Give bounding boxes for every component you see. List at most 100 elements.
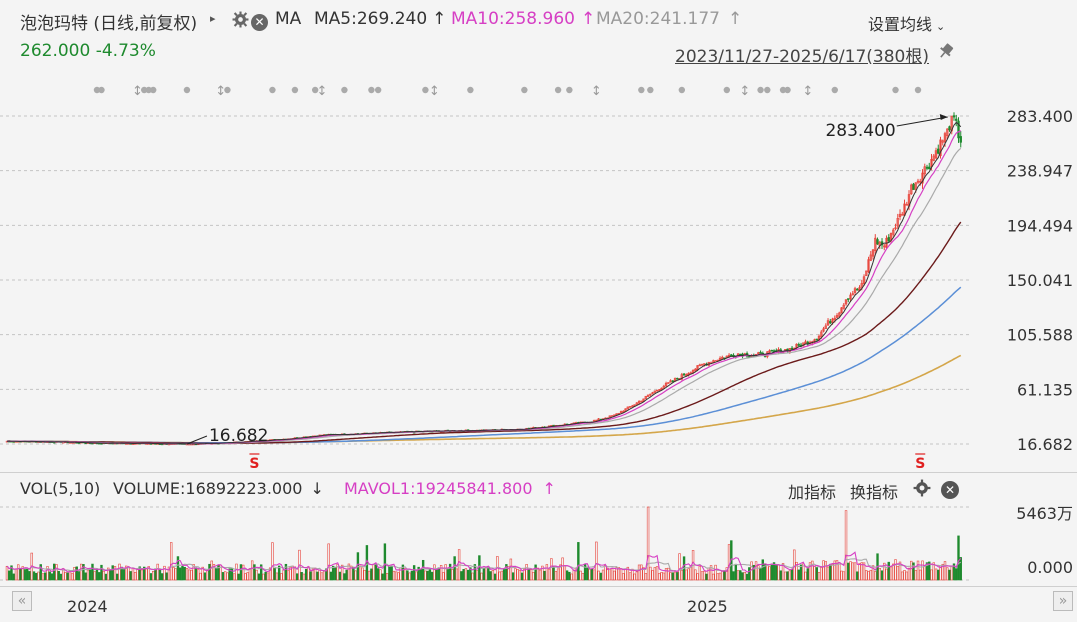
candle-body bbox=[925, 166, 929, 169]
event-dot-marker bbox=[764, 86, 771, 94]
ma-settings-button[interactable]: 设置均线 ⌄ bbox=[868, 15, 946, 34]
candle-body bbox=[948, 126, 951, 131]
volume-bar bbox=[71, 573, 74, 581]
volume-bar bbox=[183, 566, 186, 581]
volume-bar bbox=[188, 569, 191, 581]
volume-bar bbox=[550, 558, 553, 581]
volume-bar bbox=[379, 569, 382, 581]
double-chevron-right-icon[interactable]: » bbox=[1053, 591, 1073, 611]
volume-bar bbox=[671, 572, 675, 581]
close-icon[interactable]: ✕ bbox=[251, 11, 268, 31]
volume-bar bbox=[48, 571, 51, 581]
volume-bar bbox=[883, 562, 886, 581]
volume-bar bbox=[815, 567, 818, 581]
candle-body bbox=[631, 405, 634, 408]
volume-bar bbox=[367, 570, 371, 581]
volume-bar bbox=[435, 569, 438, 581]
volume-bar bbox=[327, 543, 330, 581]
candle-body bbox=[653, 390, 657, 393]
volume-bar bbox=[408, 572, 411, 581]
gear-icon[interactable] bbox=[913, 479, 931, 501]
event-dot-marker bbox=[554, 86, 562, 94]
candle-body bbox=[876, 239, 879, 245]
candle-body bbox=[912, 183, 915, 190]
candle-body bbox=[892, 229, 895, 235]
volume-bar bbox=[860, 562, 863, 581]
up-arrow-icon: ↑ bbox=[432, 9, 447, 29]
caret-right-icon[interactable]: ▸ bbox=[210, 12, 216, 25]
volume-bar bbox=[624, 568, 627, 581]
volume-bar bbox=[82, 564, 85, 581]
volume-bar bbox=[201, 566, 204, 581]
volume-bar bbox=[226, 572, 229, 581]
close-icon[interactable]: ✕ bbox=[941, 479, 959, 499]
volume-bar bbox=[797, 569, 800, 581]
volume-bar bbox=[957, 535, 960, 581]
volume-bar bbox=[838, 562, 841, 581]
event-arrow-marker: ↕ bbox=[215, 84, 226, 99]
volume-bar bbox=[334, 567, 337, 581]
volume-bar bbox=[736, 570, 740, 581]
volume-bar bbox=[721, 570, 724, 581]
volume-bar bbox=[311, 568, 315, 581]
volume-bar bbox=[786, 571, 789, 581]
volume-bar bbox=[601, 569, 605, 581]
volume-bar bbox=[739, 570, 742, 581]
volume-bar bbox=[95, 569, 99, 581]
event-arrow-marker: ↕ bbox=[802, 84, 813, 99]
volume-bar bbox=[865, 570, 868, 581]
volume-bar bbox=[599, 572, 603, 581]
candle-body bbox=[829, 321, 832, 324]
volume-bar bbox=[113, 566, 117, 581]
candle-body bbox=[820, 331, 823, 337]
vol-y-tick-label: 5463万 bbox=[1016, 504, 1073, 523]
candle-body bbox=[833, 317, 836, 321]
volume-bar bbox=[462, 569, 465, 581]
switch-indicator-button[interactable]: 换指标 bbox=[850, 483, 899, 502]
volume-bar bbox=[176, 556, 180, 581]
gear-icon[interactable] bbox=[232, 11, 249, 32]
date-range[interactable]: 2023/11/27-2025/6/17(380根) bbox=[675, 47, 929, 67]
candle-body bbox=[626, 406, 630, 410]
max-price-label: 283.400 bbox=[825, 121, 895, 141]
volume-bar bbox=[705, 573, 708, 581]
volume-bar bbox=[451, 569, 454, 581]
y-tick-label: 238.947 bbox=[1007, 162, 1073, 181]
volume-chart[interactable]: 5463万 0.000 bbox=[0, 500, 1077, 586]
volume-bar bbox=[628, 572, 632, 581]
candle-body bbox=[714, 360, 717, 362]
ma20-value: MA20:241.177 ↑ bbox=[596, 9, 743, 29]
stock-title[interactable]: 泡泡玛特 (日线,前复权) bbox=[20, 14, 198, 34]
add-indicator-button[interactable]: 加指标 bbox=[788, 483, 837, 502]
volume-bar bbox=[894, 559, 897, 581]
volume-bar bbox=[107, 567, 110, 581]
vol-y-tick-label: 0.000 bbox=[1027, 558, 1073, 577]
pin-icon[interactable] bbox=[936, 42, 956, 64]
volume-bar bbox=[559, 564, 562, 581]
volume-bar bbox=[484, 566, 488, 581]
volume-bar bbox=[793, 549, 796, 581]
volume-bar bbox=[752, 564, 756, 581]
volume-bar bbox=[851, 562, 854, 581]
ma10-value: MA10:258.960 ↑ bbox=[451, 9, 596, 29]
volume-bar bbox=[14, 568, 18, 581]
candle-body bbox=[923, 166, 926, 175]
candlestick-chart[interactable]: 283.400 238.947 194.494 150.041 105.588 61.13… bbox=[0, 76, 1077, 472]
event-arrow-marker: ↕ bbox=[316, 84, 327, 99]
volume-bar bbox=[622, 573, 625, 581]
volume-bar bbox=[383, 543, 387, 581]
volume-bar bbox=[197, 569, 200, 581]
candle-body bbox=[664, 382, 668, 387]
candle-body bbox=[883, 245, 886, 248]
volume-bar bbox=[937, 569, 940, 581]
double-chevron-left-icon[interactable]: « bbox=[12, 591, 32, 611]
volume-bar bbox=[437, 567, 441, 581]
volume-bar bbox=[246, 572, 249, 581]
volume-bar bbox=[491, 570, 495, 581]
up-arrow-icon: ↑ bbox=[727, 9, 743, 29]
event-dot-marker bbox=[183, 86, 191, 94]
volume-bar bbox=[788, 570, 791, 581]
volume-bar bbox=[887, 561, 890, 581]
volume-bar bbox=[761, 559, 765, 581]
volume-bar bbox=[676, 572, 679, 581]
